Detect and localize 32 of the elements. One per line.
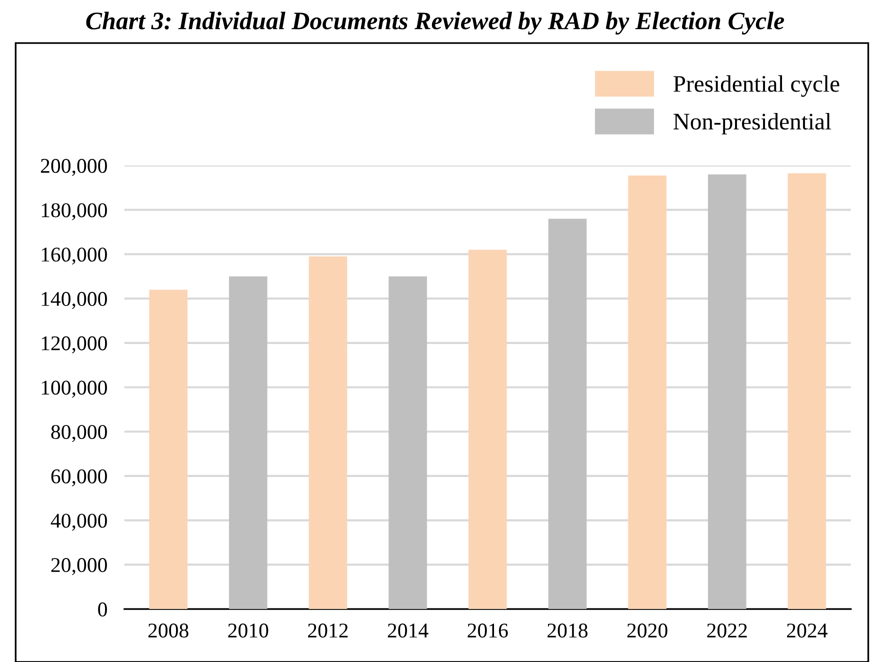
y-tick-label: 20,000 [51, 558, 107, 576]
y-tick-label: 60,000 [51, 469, 107, 486]
y-tick-label: 100,000 [42, 380, 107, 398]
bar [468, 250, 507, 610]
x-tick-label: 2018 [548, 624, 588, 638]
bar [388, 276, 427, 610]
x-tick-label: 2010 [228, 624, 268, 638]
legend-label: Non-presidential [674, 112, 832, 134]
x-tick-label: 2016 [468, 624, 508, 638]
y-tick-label: 180,000 [42, 203, 107, 220]
bar [308, 256, 348, 610]
y-tick-label: 140,000 [42, 292, 107, 309]
y-tick-label: 120,000 [42, 336, 107, 354]
y-tick-label: 0 [98, 602, 107, 616]
y-tick-label: 40,000 [50, 514, 107, 531]
chart-title: Chart 3: Individual Documents Reviewed by RAD by Election Cycle [86, 12, 784, 35]
x-tick-label: 2022 [707, 624, 747, 638]
x-tick-label: 2020 [627, 624, 668, 638]
y-tick-label: 200,000 [40, 158, 107, 176]
x-tick-label: 2024 [787, 624, 828, 638]
x-tick-label: 2008 [148, 624, 188, 638]
bar [708, 174, 746, 610]
x-tick-label: 2012 [308, 624, 348, 638]
bar [149, 290, 188, 610]
legend-label: Presidential cycle [674, 75, 840, 97]
bar [628, 175, 666, 610]
x-tick-label: 2014 [388, 624, 428, 638]
bar [228, 276, 268, 610]
y-tick-label: 160,000 [42, 248, 107, 265]
bar [548, 218, 587, 610]
bar [788, 173, 826, 610]
y-tick-label: 80,000 [51, 425, 107, 442]
